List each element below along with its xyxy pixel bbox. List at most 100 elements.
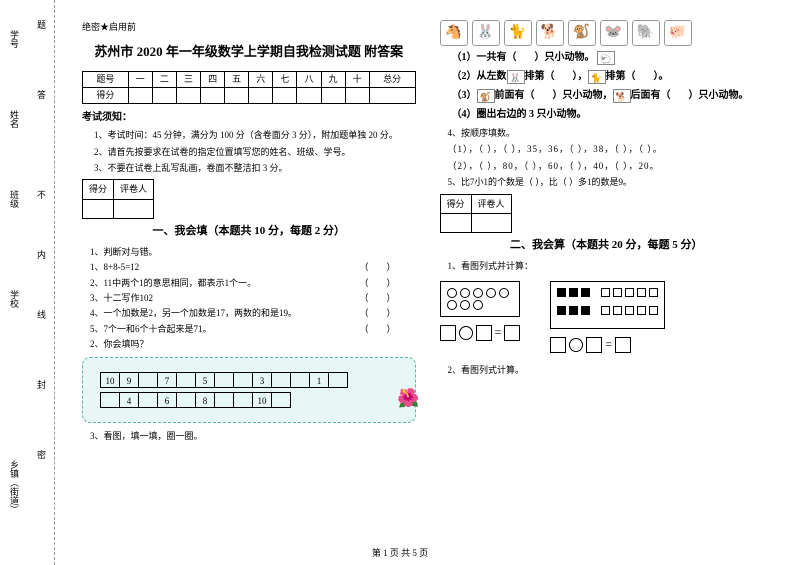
aq3c: ）只小动物， [553,90,613,101]
nc2-9[interactable] [271,392,291,408]
animal-2: 🐰 [472,20,500,46]
td-b8[interactable] [297,88,321,104]
aq2a: （2）从左数 [452,71,507,82]
td-b6[interactable] [249,88,273,104]
q1-5-paren[interactable]: （ ） [359,322,395,336]
td-b11[interactable] [369,88,415,104]
q1-5-txt: 5、7个一和6个十合起来是71。 [90,324,212,334]
exam-title: 苏州市 2020 年一年级数学上学期自我检测试题 附答案 [82,42,416,63]
dog-icon: 🐕 [613,89,631,103]
eq-right[interactable]: = [550,335,665,354]
q1-2-paren[interactable]: （ ） [359,276,395,290]
q1-1-paren[interactable]: （ ） [359,260,395,274]
q5[interactable]: 5、比7小1的个数是（ ），比（ ）多1的数是9。 [448,175,774,189]
mk2-b2[interactable] [471,213,511,232]
q1-4-txt: 4、一个加数是2，另一个加数是17，两数的和是19。 [90,308,297,318]
secret-label: 绝密★启用前 [82,20,416,34]
nc1-9[interactable] [271,372,291,388]
s2q2-title: 2、看图列式计算。 [448,363,774,377]
q1-4-paren[interactable]: （ ） [359,306,395,320]
td-b2[interactable] [152,88,176,104]
td-b7[interactable] [273,88,297,104]
q1-title: 1、判断对与错。 [90,245,416,259]
score-header-row: 题号 一 二 三 四 五 六 七 八 九 十 总分 [83,72,416,88]
q4-line1[interactable]: （1），（ ），（ ），35，36，（ ），38，（ ），（ ）。 [448,142,774,156]
nc1-2[interactable] [138,372,158,388]
right-column: 🐴 🐰 🐈 🐕 🐒 🐭 🐘 🐖 （1）一共有（ ）只小动物。 🐑 （2）从左数🐰… [428,20,786,555]
mark-bu: 不 [35,190,48,199]
nc2-6[interactable] [214,392,234,408]
aq-1: （1）一共有（ ）只小动物。 🐑 [452,50,774,66]
q3-title: 3、看图，填一填，圈一圈。 [90,429,416,443]
td-b5[interactable] [225,88,249,104]
score-value-row: 得分 [83,88,416,104]
animal-3: 🐈 [504,20,532,46]
bind-label-xuehao: 学号 [8,30,21,48]
nc1-10[interactable] [290,372,310,388]
aq3-b2[interactable] [671,88,689,104]
mk2-b1[interactable] [440,213,471,232]
notice-1: 1、考试时间：45 分钟，满分为 100 分（含卷面分 3 分），附加题单独 2… [94,128,416,142]
aq1a: （1）一共有（ [452,52,517,63]
nc1-6[interactable] [214,372,234,388]
nc2-4[interactable] [176,392,196,408]
q1-3-txt: 3、十二写作102 [90,293,153,303]
q1-1: 1、8+8-5=12（ ） [90,260,416,274]
nc2-0[interactable] [100,392,120,408]
th-0: 题号 [83,72,129,88]
nc2-3: 6 [157,392,177,408]
nc2-8: 10 [252,392,272,408]
td-b10[interactable] [345,88,369,104]
nc1-1: 9 [119,372,139,388]
td-b4[interactable] [201,88,225,104]
animal-7: 🐘 [632,20,660,46]
aq2-b1[interactable] [555,69,573,85]
nc1-5: 5 [195,372,215,388]
eq-left[interactable]: = [440,323,521,342]
td-b1[interactable] [128,88,152,104]
numrow-1: 10 9 7 5 3 1 [101,372,397,388]
rabbit-icon: 🐰 [507,70,525,84]
aq2-b2[interactable] [636,69,654,85]
circle-grid [440,281,521,317]
number-sequence-box: 10 9 7 5 3 1 4 [82,357,416,423]
th-4: 四 [201,72,225,88]
nc1-4[interactable] [176,372,196,388]
th-7: 七 [273,72,297,88]
th-3: 三 [176,72,200,88]
nc1-3: 7 [157,372,177,388]
s2q1-title: 1、看图列式并计算： [448,259,774,273]
page-footer: 第 1 页 共 5 页 [0,546,800,559]
nc1-12[interactable] [328,372,348,388]
q1-3-paren[interactable]: （ ） [359,291,395,305]
mark-mi: 密 [35,450,48,459]
monkey-icon: 🐒 [477,89,495,103]
td-b9[interactable] [321,88,345,104]
aq1-blank[interactable] [517,50,535,66]
square-grid [550,281,665,329]
mk1-b1[interactable] [83,199,114,218]
mk2-c2: 评卷人 [471,194,511,213]
nc2-2[interactable] [138,392,158,408]
pic-box-left: = [440,281,521,354]
q4-title: 4、按顺序填数。 [448,126,774,140]
aq-3: （3）🐒前面有（ ）只小动物，🐕后面有（ ）只小动物。 [452,88,774,104]
nc2-7[interactable] [233,392,253,408]
notice-3: 3、不要在试卷上乱写乱画，卷面不整洁扣 3 分。 [94,161,416,175]
marker-table-1: 得分评卷人 [82,179,154,219]
bind-label-xingming: 姓名 [8,110,21,128]
aq2d: 排第（ [606,71,636,82]
left-column: 绝密★启用前 苏州市 2020 年一年级数学上学期自我检测试题 附答案 题号 一… [70,20,428,555]
nc1-0: 10 [100,372,120,388]
mk1-b2[interactable] [114,199,154,218]
animal-8: 🐖 [664,20,692,46]
th-2: 二 [152,72,176,88]
mark-nei: 内 [35,250,48,259]
section-1-heading: 一、我会填（本题共 10 分，每题 2 分） [82,223,416,241]
q1-2-txt: 2、11中两个1的意思相同，都表示1个一。 [90,278,256,288]
td-b3[interactable] [176,88,200,104]
picture-calc-row: = = [440,281,774,354]
q4-line2[interactable]: （2），（ ），80，（ ），60，（ ），40，（ ），20。 [448,159,774,173]
aq3-b1[interactable] [535,88,553,104]
nc1-7[interactable] [233,372,253,388]
